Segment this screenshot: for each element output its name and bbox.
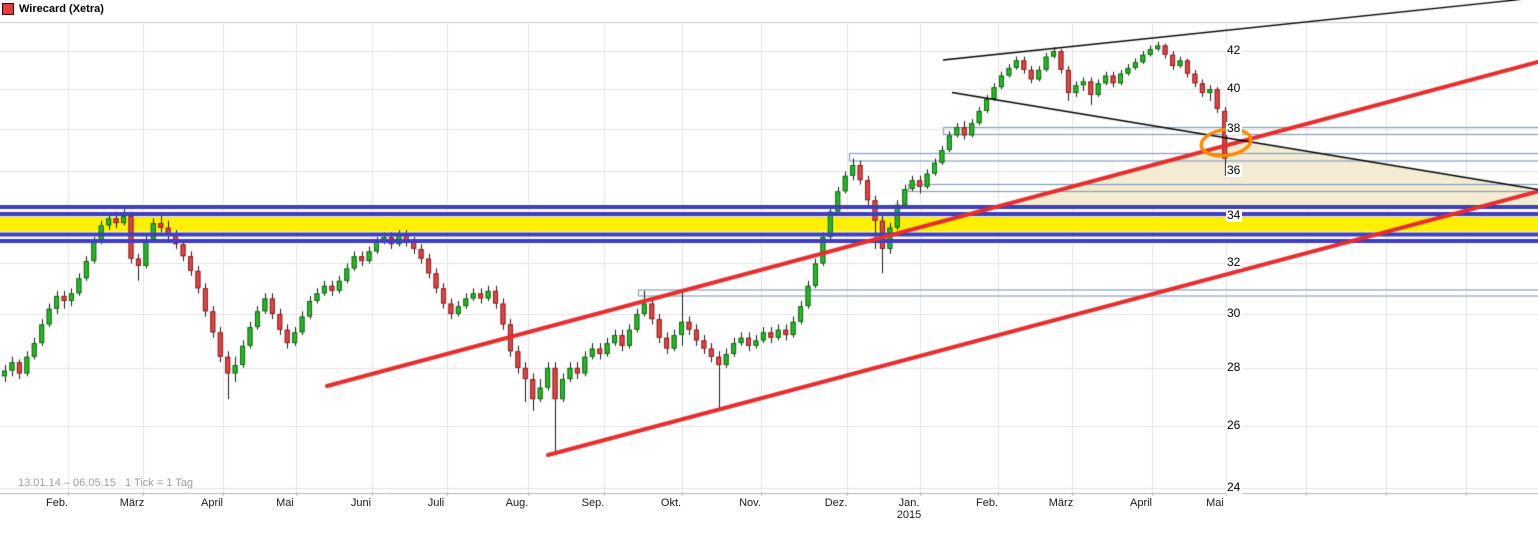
x-axis-month-label: April: [1129, 497, 1153, 509]
x-axis-month-label: Aug.: [505, 497, 529, 509]
x-axis-month-label: April: [200, 497, 224, 509]
x-axis-month-label: Mai: [276, 497, 294, 509]
y-axis-tick-label: 24: [1226, 480, 1243, 495]
chart-header: Wirecard (Xetra): [2, 2, 104, 16]
y-axis-tick-label: 26: [1226, 417, 1243, 432]
y-axis-tick-label: 38: [1226, 121, 1243, 136]
tick-info-label: 1 Tick = 1 Tag: [125, 477, 194, 489]
y-axis-tick-label: 32: [1226, 255, 1243, 270]
x-axis-month-label: Feb.: [45, 497, 69, 509]
y-axis-tick-label: 36: [1226, 163, 1243, 178]
y-axis-tick-label: 30: [1226, 305, 1243, 320]
chart-footer: 13.01.14 – 06.05.15 1 Tick = 1 Tag: [18, 477, 193, 489]
x-axis-month-label: Okt.: [660, 497, 682, 509]
date-range-label: 13.01.14 – 06.05.15: [18, 477, 116, 489]
y-axis-tick-label: 42: [1226, 43, 1243, 57]
y-axis-tick-label: 34: [1226, 208, 1243, 223]
spacer: [116, 477, 125, 489]
x-axis-month-label: Dez.: [824, 497, 848, 509]
series-legend-marker-icon: [2, 3, 14, 15]
x-axis-month-label: Mai: [1206, 497, 1224, 509]
y-axis-tick-label: 40: [1226, 81, 1243, 96]
x-axis-month-label: März: [1048, 497, 1074, 509]
x-axis-month-label: Juli: [427, 497, 445, 509]
x-axis-month-label: Jan.: [898, 497, 920, 509]
x-axis-month-label: Nov.: [739, 497, 761, 509]
x-axis-month-label: Sep.: [581, 497, 605, 509]
y-axis-tick-label: 28: [1226, 359, 1243, 374]
x-axis-month-label: Juni: [350, 497, 372, 509]
x-axis-year-label: 2015: [896, 509, 922, 521]
x-axis-month-label: Feb.: [975, 497, 999, 509]
x-axis-month-label: März: [119, 497, 145, 509]
chart-title: Wirecard (Xetra): [19, 3, 104, 15]
